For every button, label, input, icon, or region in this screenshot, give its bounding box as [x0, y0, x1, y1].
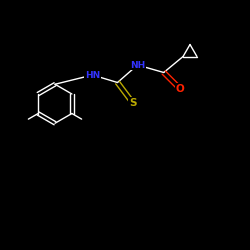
Text: S: S — [129, 98, 136, 108]
Text: HN: HN — [85, 70, 100, 80]
Text: O: O — [176, 84, 184, 94]
Text: NH: NH — [130, 60, 145, 70]
